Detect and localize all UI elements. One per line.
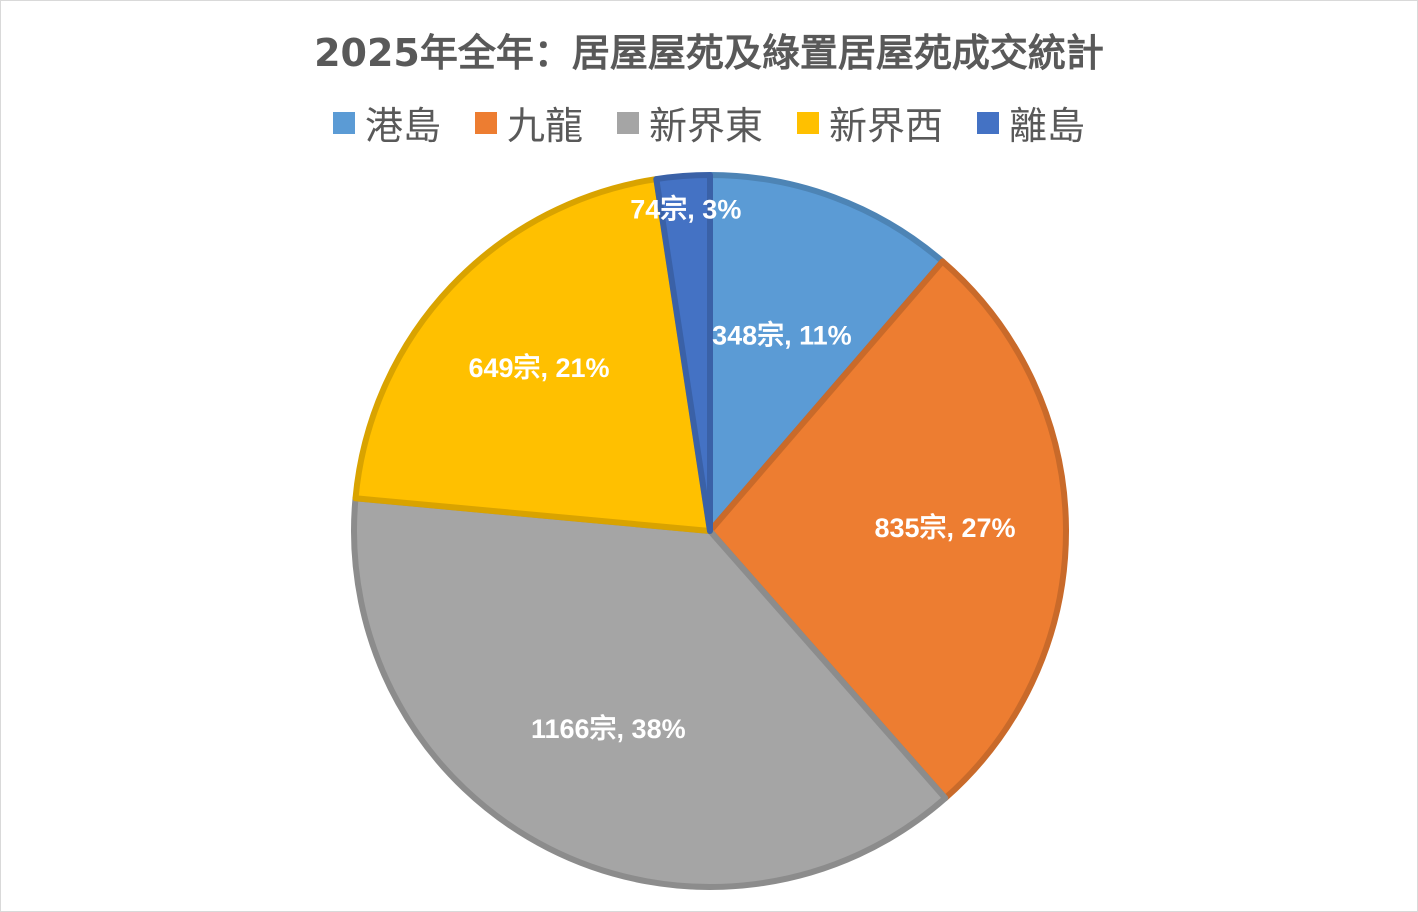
- pie-slice-nt-west: [352, 176, 713, 534]
- legend-label-kowloon: 九龍: [506, 104, 583, 148]
- legend-swatch-islands: [977, 111, 1000, 134]
- legend-label-nt-west: 新界西: [829, 104, 944, 148]
- legend-item-islands: 離島: [977, 95, 1085, 150]
- legend-swatch-nt-east: [616, 111, 639, 134]
- legend-label-islands: 離島: [1009, 104, 1086, 148]
- chart-legend: 港島 九龍 新界東 新界西 離島: [0, 95, 1418, 150]
- pie-slice-nt-east: [351, 495, 949, 890]
- data-label-kowloon: 835宗, 27%: [874, 512, 1015, 543]
- legend-swatch-hk-island: [332, 111, 355, 134]
- pie-slice-islands: [653, 172, 713, 534]
- legend-item-kowloon: 九龍: [474, 95, 583, 150]
- chart-title: 2025年全年：居屋屋苑及綠置居屋苑成交統計: [314, 31, 1104, 75]
- data-label-nt-east: 1166宗, 38%: [531, 713, 686, 744]
- data-label-hk-island: 348宗, 11%: [712, 320, 852, 351]
- legend-swatch-kowloon: [474, 111, 497, 134]
- legend-item-hk-island: 港島: [332, 95, 441, 150]
- pie-slice-kowloon: [707, 258, 1069, 802]
- legend-item-nt-west: 新界西: [797, 95, 943, 150]
- pie-slice-hk-island: [707, 172, 946, 534]
- legend-label-nt-east: 新界東: [648, 104, 763, 148]
- legend-label-hk-island: 港島: [364, 104, 441, 148]
- legend-item-nt-east: 新界東: [616, 95, 763, 150]
- legend-swatch-nt-west: [797, 111, 819, 134]
- data-label-nt-west: 649宗, 21%: [468, 352, 609, 383]
- data-label-islands: 74宗, 3%: [630, 194, 741, 225]
